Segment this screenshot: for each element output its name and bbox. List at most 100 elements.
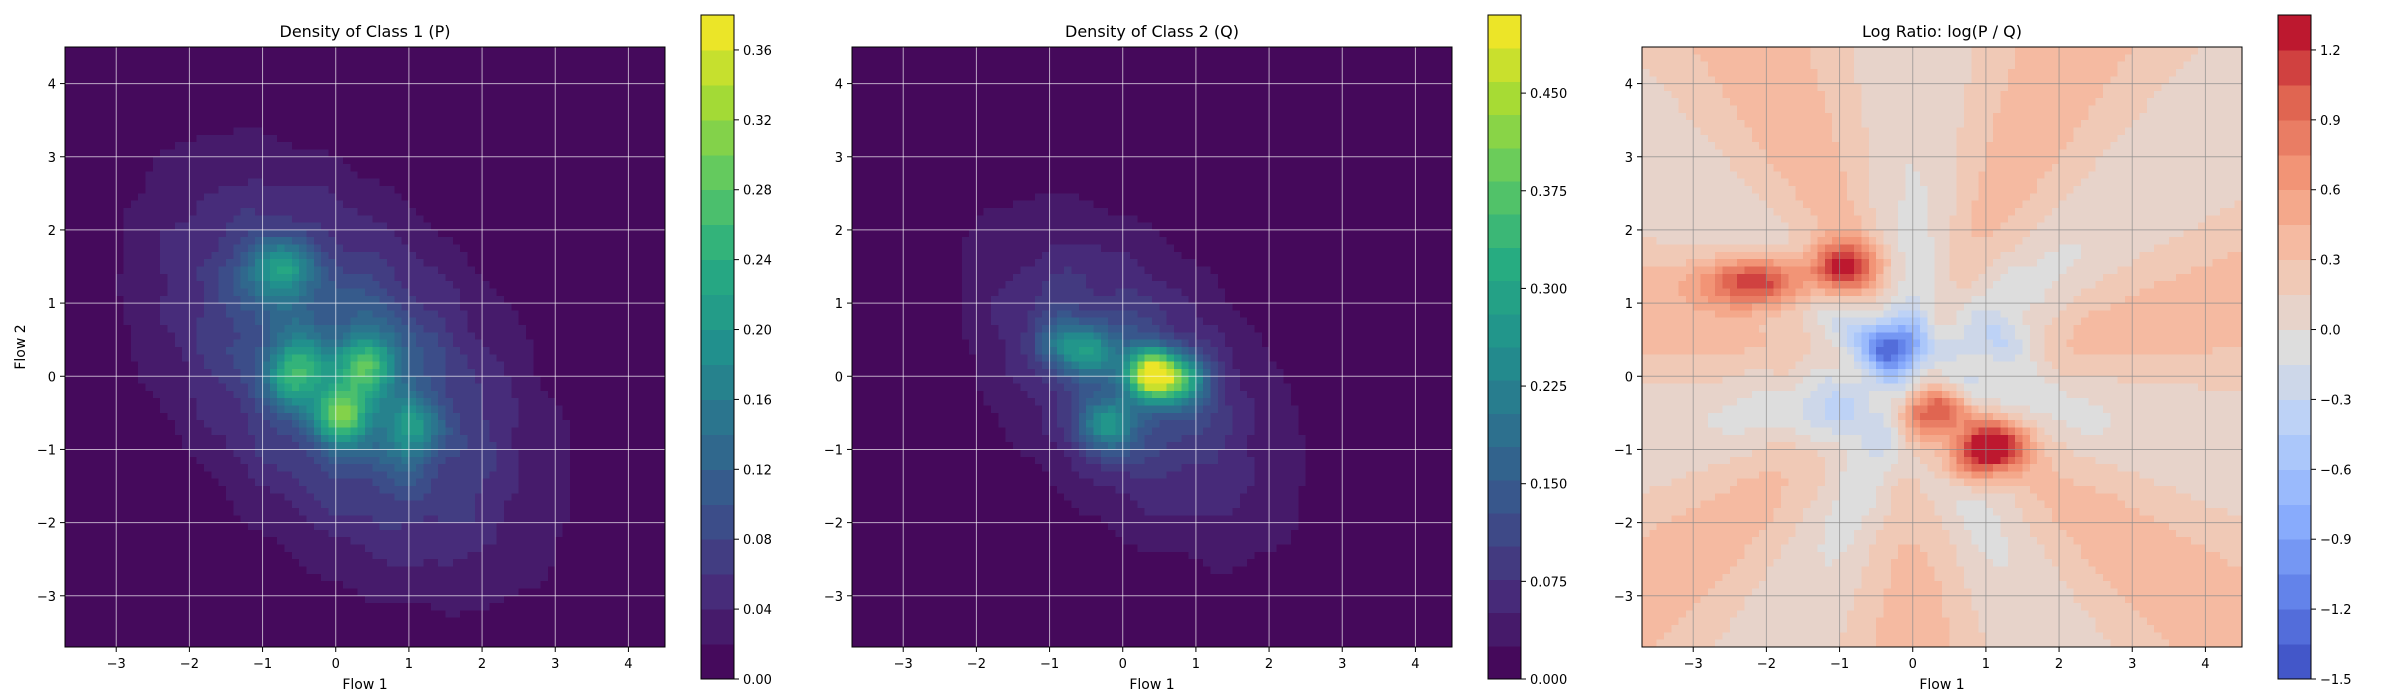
heatmap-cell xyxy=(328,529,337,538)
heatmap-cell xyxy=(65,105,73,114)
heatmap-cell xyxy=(225,456,234,465)
heatmap-cell xyxy=(357,625,366,633)
heatmap-cell xyxy=(504,134,512,143)
heatmap-cell xyxy=(291,273,300,282)
heatmap-cell xyxy=(343,251,351,260)
heatmap-cell xyxy=(504,90,512,99)
heatmap-cell xyxy=(299,273,308,282)
heatmap-cell xyxy=(291,156,300,165)
heatmap-cell xyxy=(423,164,432,172)
heatmap-cell xyxy=(277,573,286,582)
heatmap-cell xyxy=(277,207,286,216)
heatmap-cell xyxy=(277,339,286,348)
heatmap-cell xyxy=(430,61,439,70)
heatmap-cell xyxy=(233,61,242,70)
heatmap-cell xyxy=(94,412,103,421)
heatmap-cell xyxy=(343,588,351,597)
heatmap-cell xyxy=(306,178,315,187)
heatmap-cell xyxy=(86,390,95,399)
heatmap-cell xyxy=(72,120,81,129)
heatmap-cell xyxy=(182,215,190,224)
heatmap-cell xyxy=(189,193,198,202)
heatmap-cell xyxy=(108,288,117,297)
heatmap-cell xyxy=(343,244,351,253)
heatmap-cell xyxy=(291,632,300,641)
heatmap-cell xyxy=(218,112,227,121)
heatmap-cell xyxy=(306,529,315,538)
heatmap-cell xyxy=(255,310,264,319)
heatmap-cell xyxy=(218,303,227,312)
heatmap-cell xyxy=(94,178,103,187)
heatmap-cell xyxy=(313,83,322,92)
heatmap-cell xyxy=(123,134,132,143)
heatmap-cell xyxy=(255,90,264,99)
heatmap-cell xyxy=(372,156,381,165)
heatmap-cell xyxy=(189,200,198,209)
heatmap-cell xyxy=(350,54,359,63)
heatmap-cell xyxy=(321,464,330,472)
heatmap-cell xyxy=(277,76,286,85)
heatmap-cell xyxy=(79,383,88,392)
heatmap-cell xyxy=(79,544,88,553)
heatmap-cell xyxy=(357,588,366,597)
heatmap-cell xyxy=(152,625,161,633)
heatmap-cell xyxy=(101,303,110,312)
heatmap-cell xyxy=(167,471,176,480)
heatmap-cell xyxy=(328,295,337,304)
heatmap-cell xyxy=(357,632,366,641)
heatmap-cell xyxy=(438,310,447,319)
heatmap-cell xyxy=(167,390,176,399)
heatmap-cell xyxy=(394,427,403,436)
heatmap-cell xyxy=(189,471,198,480)
heatmap-cell xyxy=(240,639,249,648)
heatmap-cell xyxy=(467,207,476,216)
heatmap-cell xyxy=(482,251,490,260)
heatmap-cell xyxy=(489,368,498,377)
heatmap-cell xyxy=(189,142,198,151)
heatmap-cell xyxy=(255,134,264,143)
heatmap-cell xyxy=(255,405,264,414)
heatmap-cell xyxy=(430,90,439,99)
heatmap-cell xyxy=(467,507,476,516)
heatmap-cell xyxy=(343,361,351,370)
heatmap-cell xyxy=(313,507,322,516)
heatmap-cell xyxy=(211,178,220,187)
heatmap-cell xyxy=(225,295,234,304)
heatmap-cell xyxy=(262,559,271,568)
heatmap-cell xyxy=(408,464,417,472)
heatmap-cell xyxy=(160,156,169,165)
heatmap-cell xyxy=(452,251,461,260)
heatmap-cell xyxy=(138,478,147,487)
heatmap-cell xyxy=(225,142,234,151)
heatmap-cell xyxy=(460,390,469,399)
heatmap-cell xyxy=(262,90,271,99)
heatmap-cell xyxy=(94,442,103,451)
heatmap-cell xyxy=(218,134,227,143)
heatmap-cell xyxy=(467,266,476,275)
heatmap-cell xyxy=(386,105,395,114)
heatmap-cell xyxy=(291,427,300,436)
heatmap-cell xyxy=(101,178,110,187)
heatmap-cell xyxy=(386,412,395,421)
heatmap-cell xyxy=(225,354,234,363)
heatmap-cell xyxy=(262,354,271,363)
heatmap-cell xyxy=(372,98,381,107)
heatmap-cell xyxy=(394,551,403,560)
heatmap-cell xyxy=(291,544,300,553)
heatmap-cell xyxy=(452,581,461,590)
heatmap-cell xyxy=(262,478,271,487)
heatmap-cell xyxy=(116,156,125,165)
heatmap-cell xyxy=(452,200,461,209)
heatmap-cell xyxy=(211,559,220,568)
heatmap-cell xyxy=(372,617,381,626)
heatmap-cell xyxy=(445,54,454,63)
heatmap-cell xyxy=(204,361,212,370)
heatmap-cell xyxy=(343,595,351,604)
heatmap-cell xyxy=(474,281,483,290)
heatmap-cell xyxy=(167,398,176,407)
heatmap-cell xyxy=(262,412,271,421)
heatmap-cell xyxy=(108,193,117,202)
heatmap-cell xyxy=(86,603,95,612)
heatmap-cell xyxy=(423,90,432,99)
